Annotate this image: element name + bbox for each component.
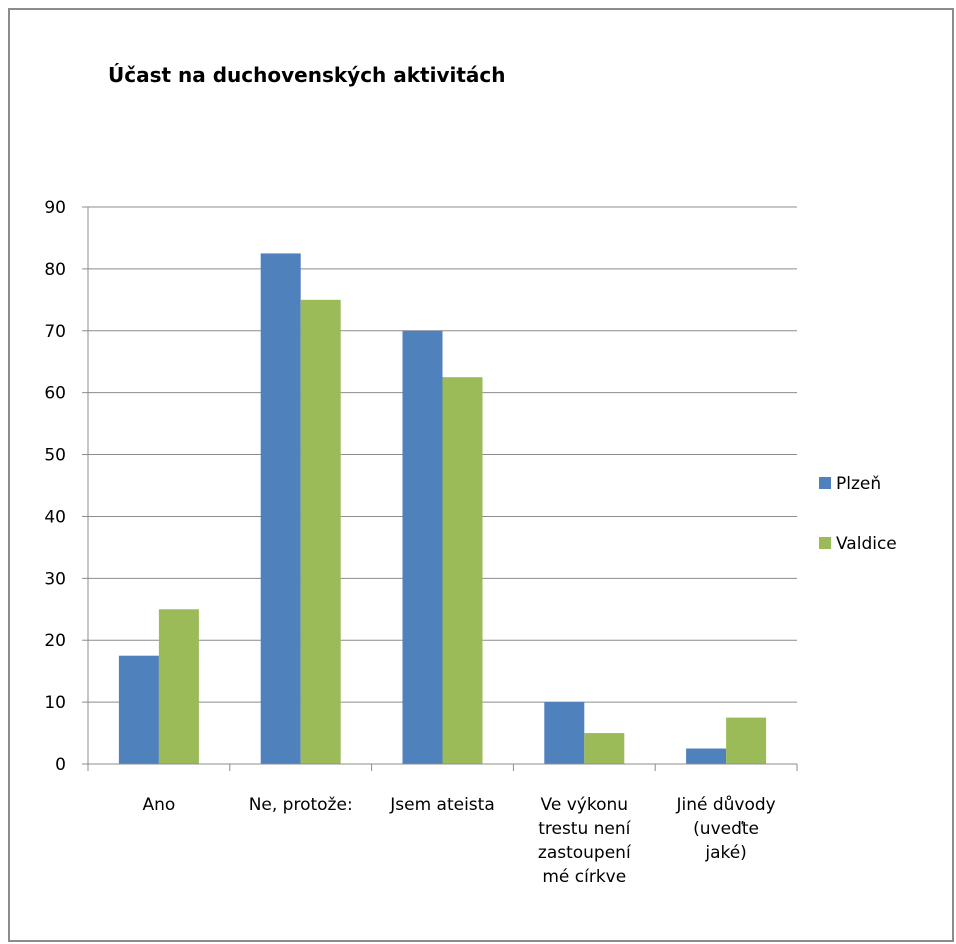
- x-category-label: Jiné důvody (uveďte jaké): [675, 795, 775, 863]
- x-category-label: Ano: [142, 795, 175, 815]
- x-category-label: Ve výkonu trestu není zastoupení mé církve: [538, 795, 632, 887]
- bar-plzeň: [686, 748, 727, 764]
- legend: Plzeň Valdice: [819, 474, 897, 554]
- bar-plzeň: [118, 655, 159, 764]
- axes: 0 10 20 30 40 50 60 70 80 90 Ano Ne, protože: Jsem a…: [44, 198, 798, 887]
- y-tick-label: 70: [44, 322, 66, 342]
- legend-swatch: [819, 477, 831, 489]
- y-tick-label: 30: [44, 569, 66, 589]
- legend-label: Plzeň: [836, 474, 881, 494]
- bar-valdice: [158, 609, 199, 764]
- y-tick-label: 50: [44, 446, 66, 466]
- y-tick-label: 20: [44, 631, 66, 651]
- bar-plzeň: [260, 253, 301, 764]
- bar-valdice: [726, 717, 767, 764]
- y-tick-label: 80: [44, 260, 66, 280]
- y-tick-label: 10: [44, 693, 66, 713]
- y-tick-label: 60: [44, 384, 66, 404]
- bar-valdice: [300, 299, 341, 764]
- chart-title: Účast na duchovenských aktivitách: [108, 63, 506, 87]
- legend-swatch: [819, 537, 831, 549]
- y-tick-label: 40: [44, 507, 66, 527]
- x-category-label: Ne, protože:: [249, 795, 353, 815]
- bar-plzeň: [402, 330, 443, 764]
- x-category-label: Jsem ateista: [389, 795, 495, 815]
- bar-valdice: [584, 733, 625, 764]
- bar-plzeň: [544, 702, 585, 764]
- bar-valdice: [442, 377, 483, 764]
- legend-label: Valdice: [836, 534, 897, 554]
- bars: [118, 253, 767, 764]
- y-tick-label: 0: [55, 755, 66, 775]
- y-tick-label: 90: [44, 198, 66, 218]
